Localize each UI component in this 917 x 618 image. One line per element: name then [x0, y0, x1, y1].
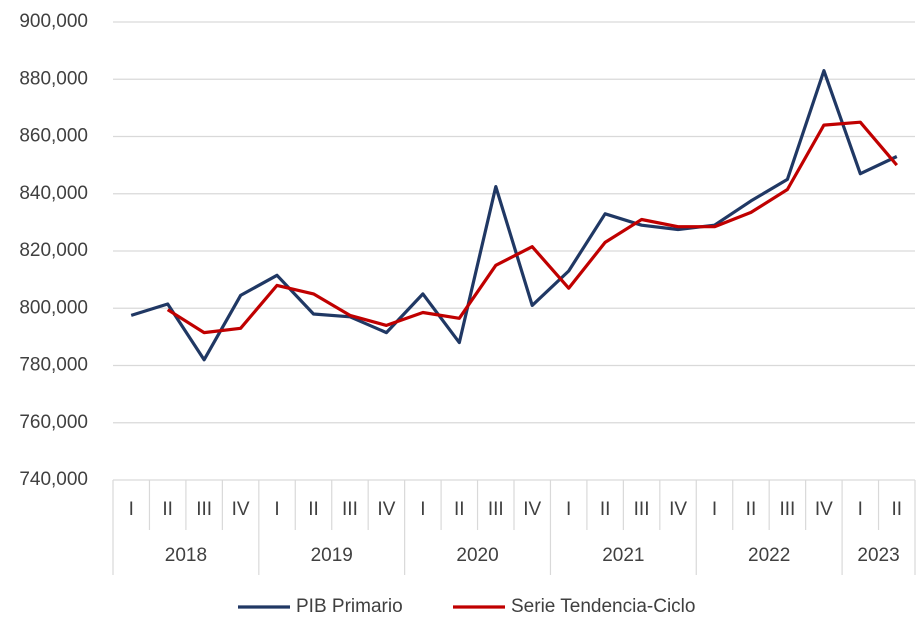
x-tick-label: I	[712, 499, 717, 520]
x-tick-label: II	[454, 499, 465, 520]
x-tick-label: I	[420, 499, 425, 520]
x-group-label: 2022	[748, 545, 790, 566]
series-line	[130, 69, 898, 362]
x-tick-label: III	[779, 499, 795, 520]
x-tick-label: I	[129, 499, 134, 520]
y-tick-label: 740,000	[19, 469, 88, 490]
x-tick-label: II	[600, 499, 611, 520]
x-tick-label: II	[891, 499, 902, 520]
x-tick-label: II	[746, 499, 757, 520]
y-tick-label: 780,000	[19, 355, 88, 376]
x-group-label: 2021	[602, 545, 644, 566]
y-tick-label: 820,000	[19, 240, 88, 261]
y-tick-label: 860,000	[19, 126, 88, 147]
legend-label: Serie Tendencia-Ciclo	[511, 596, 695, 617]
x-tick-label: IV	[815, 499, 833, 520]
x-tick-label: III	[488, 499, 504, 520]
x-group-label: 2020	[456, 545, 498, 566]
series-line	[166, 120, 899, 335]
x-tick-label: III	[634, 499, 650, 520]
y-tick-label: 760,000	[19, 412, 88, 433]
x-tick-label: IV	[232, 499, 250, 520]
x-tick-label: I	[274, 499, 279, 520]
y-tick-label: 900,000	[19, 11, 88, 32]
x-tick-label: III	[196, 499, 212, 520]
x-tick-label: IV	[377, 499, 395, 520]
x-group-label: 2023	[857, 545, 899, 566]
y-tick-label: 800,000	[19, 297, 88, 318]
x-group-label: 2019	[311, 545, 353, 566]
x-tick-label: IV	[669, 499, 687, 520]
y-tick-label: 880,000	[19, 68, 88, 89]
x-tick-label: IV	[523, 499, 541, 520]
x-tick-label: I	[566, 499, 571, 520]
y-tick-label: 840,000	[19, 183, 88, 204]
legend-label: PIB Primario	[296, 596, 403, 617]
x-tick-label: III	[342, 499, 358, 520]
x-tick-label: II	[162, 499, 173, 520]
x-group-label: 2018	[165, 545, 207, 566]
x-tick-label: II	[308, 499, 319, 520]
x-tick-label: I	[858, 499, 863, 520]
